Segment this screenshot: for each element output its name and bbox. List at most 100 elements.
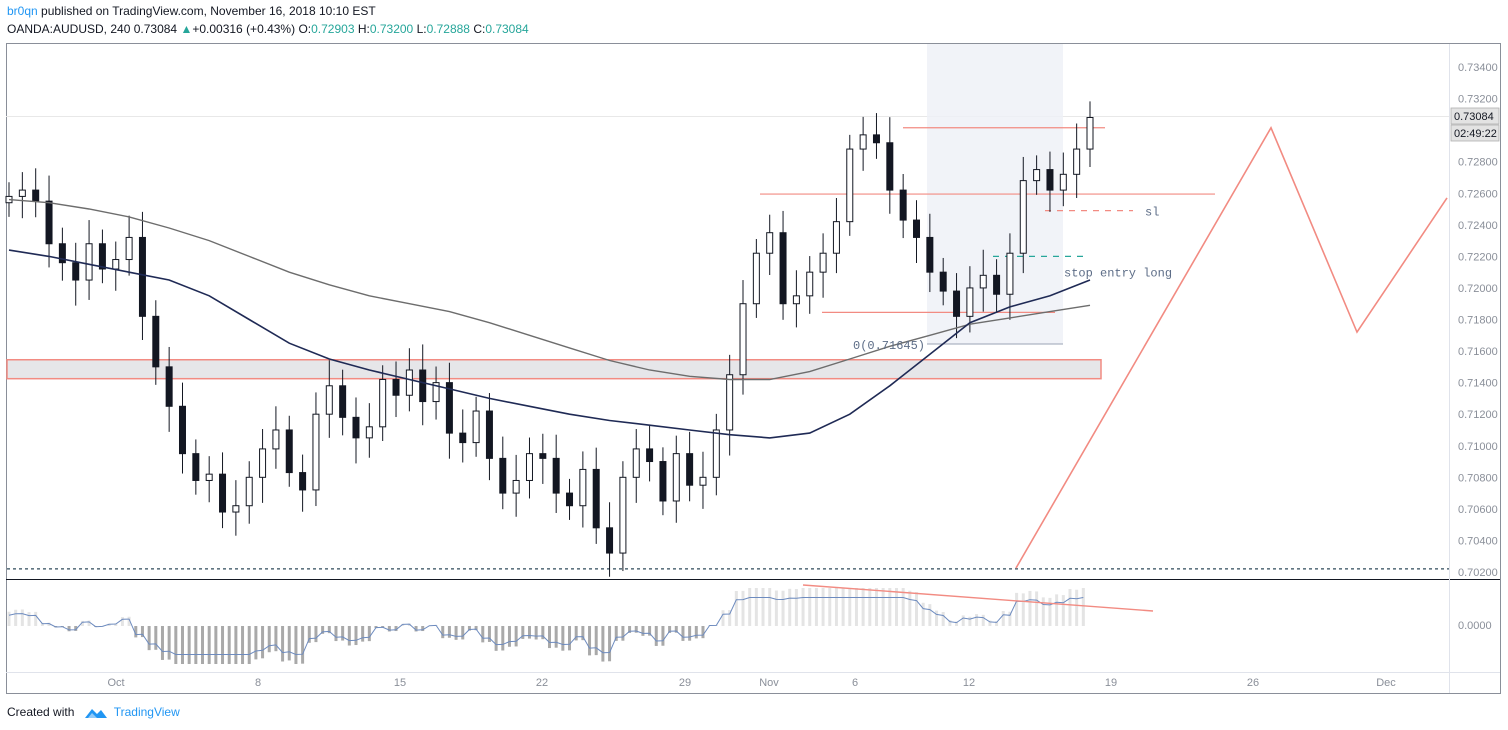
projection-path[interactable] [1015, 125, 1448, 569]
candle-body [178, 405, 186, 455]
candle-body [1033, 169, 1041, 182]
candle-body [886, 142, 894, 191]
last-price-badge-bg [1450, 107, 1500, 125]
histogram-bar [321, 626, 325, 634]
histogram-bar [748, 588, 752, 626]
stop-entry-label: stop entry long [1064, 266, 1172, 280]
fib-label: 0(0.71645) [853, 339, 925, 353]
histogram-bar [554, 626, 558, 648]
last-price: 0.73084 [133, 22, 178, 36]
histogram-bar [821, 588, 825, 626]
open-value: 0.72903 [311, 22, 355, 36]
histogram-bar [521, 626, 525, 639]
histogram-bar [314, 626, 318, 643]
candle-body [485, 410, 493, 459]
histogram-bar [1015, 592, 1019, 626]
sl-label: sl [1145, 206, 1159, 220]
candle-body [325, 385, 333, 415]
candle-body [245, 476, 253, 507]
price-tick: 0.70800 [1458, 472, 1498, 484]
histogram-bar [261, 626, 265, 659]
oscillator-histogram [7, 588, 1085, 664]
low-value: 0.72888 [426, 22, 470, 36]
candle-body [632, 448, 640, 478]
price-tick: 0.70200 [1458, 567, 1498, 579]
histogram-bar [921, 602, 925, 626]
histogram-bar [140, 626, 144, 638]
histogram-bar [1041, 597, 1045, 626]
histogram-bar [948, 620, 952, 626]
histogram-bar [474, 626, 478, 631]
histogram-bar [908, 590, 912, 626]
price-tick: 0.71000 [1458, 441, 1498, 453]
histogram-bar [67, 626, 71, 632]
histogram-bar [915, 592, 919, 626]
candle-body [419, 369, 427, 403]
histogram-bar [801, 588, 805, 626]
histogram-bar [654, 626, 658, 646]
price-tick: 0.71200 [1458, 409, 1498, 421]
candle-body [1046, 169, 1054, 191]
candle-body [512, 479, 520, 494]
candle-body [125, 236, 133, 261]
histogram-bar [47, 622, 51, 626]
histogram-bar [681, 626, 685, 641]
histogram-bar [481, 626, 485, 643]
histogram-bar [774, 590, 778, 626]
candle-body [859, 134, 867, 150]
histogram-bar [1068, 589, 1072, 626]
histogram-bar [87, 620, 91, 626]
price-tick: 0.73400 [1458, 62, 1498, 74]
price-tick: 0.71600 [1458, 346, 1498, 358]
candle-body [85, 243, 93, 281]
histogram-bar [154, 626, 158, 650]
candle-body [766, 232, 774, 254]
symbol-label[interactable]: OANDA:AUDUSD, 240 [7, 22, 131, 36]
time-tick: 15 [394, 677, 406, 689]
histogram-bar [147, 626, 151, 651]
candle-body [606, 527, 614, 554]
time-axis[interactable]: Oct 8 15 22 29 Nov 6 12 19 26 Dec [107, 677, 1396, 689]
candle-body [232, 505, 240, 513]
support-zone[interactable] [6, 358, 1102, 380]
high-value: 0.73200 [369, 22, 414, 36]
candle-body [299, 472, 307, 491]
histogram-bar [40, 622, 44, 626]
histogram-bar [874, 588, 878, 626]
histogram-bar [741, 590, 745, 626]
histogram-bar [107, 623, 111, 626]
histogram-bar [881, 588, 885, 626]
time-tick: 6 [852, 677, 858, 689]
candle-body [259, 448, 267, 478]
histogram-bar [127, 616, 131, 626]
histogram-bar [761, 588, 765, 626]
candle-body [379, 378, 387, 428]
candle-body [686, 453, 694, 486]
histogram-bar [341, 626, 345, 641]
candle-body [913, 219, 921, 238]
histogram-bar [414, 626, 418, 632]
histogram-bar [307, 626, 311, 643]
histogram-bar [794, 589, 798, 626]
candle-body [272, 429, 280, 450]
histogram-bar [347, 626, 351, 646]
price-tick: 0.71400 [1458, 378, 1498, 390]
candle-body [953, 290, 961, 317]
histogram-bar [454, 626, 458, 640]
histogram-bar [507, 626, 511, 647]
candle-body [285, 429, 293, 474]
histogram-bar [461, 626, 465, 640]
author-link[interactable]: br0qn [7, 4, 38, 18]
candle-body [1019, 180, 1027, 254]
candle-body [966, 287, 974, 317]
ohlc-legend: OANDA:AUDUSD, 240 0.73084 ▲+0.00316 (+0.… [7, 22, 529, 36]
tradingview-link[interactable]: TradingView [113, 705, 180, 719]
moving-average-slow [8, 198, 1091, 381]
time-tick: 29 [679, 677, 691, 689]
candle-body [1086, 117, 1094, 150]
histogram-bar [688, 626, 692, 641]
candlestick-series [5, 101, 1094, 577]
oscillator-divergence-line[interactable] [802, 584, 1154, 612]
histogram-bar [568, 626, 572, 651]
